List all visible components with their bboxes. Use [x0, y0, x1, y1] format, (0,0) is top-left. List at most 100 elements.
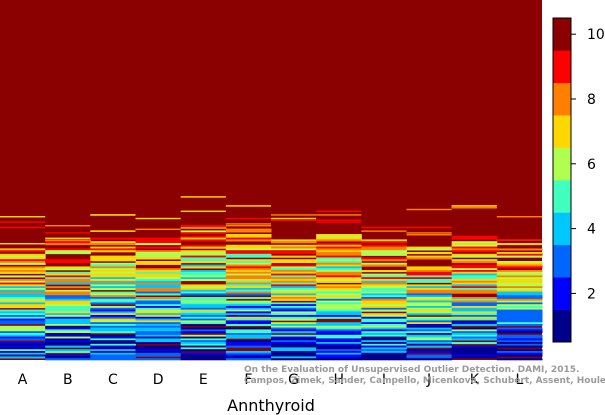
heatmap-cell-C — [90, 300, 136, 303]
heatmap-cell-E — [180, 331, 227, 334]
heatmap-cell-D — [135, 279, 182, 282]
heatmap-cell-H — [316, 257, 362, 260]
heatmap-cell-E — [180, 347, 227, 350]
heatmap-cell-E — [180, 302, 227, 305]
heatmap-cell-J — [406, 248, 453, 251]
heatmap-cell-J — [406, 322, 453, 325]
heatmap-cell-G — [271, 255, 317, 258]
heatmap-cell-I — [361, 342, 407, 345]
heatmap-cell-J — [406, 343, 453, 346]
heatmap-cell-B — [45, 291, 91, 294]
heatmap-cell-B — [45, 261, 91, 264]
heatmap-cell-G — [271, 349, 317, 352]
heatmap-cell-H — [316, 345, 362, 348]
heatmap-cell-F — [225, 280, 272, 283]
heatmap-cell-B — [45, 320, 91, 323]
heatmap-cell-B — [45, 282, 91, 285]
heatmap-cell-D — [135, 358, 182, 361]
heatmap-cell-B — [45, 333, 91, 336]
heatmap-cell-H — [316, 284, 362, 287]
heatmap-cell-C — [90, 259, 136, 262]
colorbar-tick-label: 4 — [587, 222, 596, 238]
heatmap-cell-L — [496, 349, 543, 352]
heatmap-cell-A — [0, 352, 46, 355]
heatmap-cell-G — [271, 259, 317, 262]
heatmap-cell-C — [90, 279, 136, 282]
heatmap-cell-H — [316, 298, 362, 301]
heatmap-cell-B — [45, 237, 91, 240]
heatmap-cell-L — [496, 340, 543, 343]
heatmap-cell-K — [451, 354, 498, 357]
heatmap-cell-K — [451, 306, 498, 309]
heatmap-cell-L — [496, 243, 543, 246]
heatmap-cell-K — [451, 275, 498, 278]
heatmap-cell-C — [90, 306, 136, 309]
heatmap-cell-F — [225, 316, 272, 319]
heatmap-cell-H — [316, 234, 362, 237]
heatmap-cell-H — [316, 271, 362, 274]
heatmap-cell-B — [45, 327, 91, 330]
heatmap-cell-A — [0, 329, 46, 332]
heatmap-cell-F — [225, 273, 272, 276]
heatmap-cell-E — [180, 279, 227, 282]
heatmap-cell-K — [451, 352, 498, 355]
heatmap-cell-I — [361, 253, 407, 256]
heatmap-cell-H — [316, 291, 362, 294]
heatmap-cell-I — [361, 302, 407, 305]
heatmap-cell-I — [361, 270, 407, 273]
heatmap-cell-J — [406, 270, 453, 273]
heatmap-cell-B — [45, 279, 91, 282]
heatmap-cell-D — [135, 252, 182, 255]
heatmap-cell-D — [135, 324, 182, 327]
heatmap-cell-K — [451, 331, 498, 334]
heatmap-cell-G — [271, 307, 317, 310]
heatmap-cell-I — [361, 280, 407, 283]
heatmap-cell-G — [271, 354, 317, 357]
heatmap-cell-J — [406, 286, 453, 289]
heatmap-cell-B — [45, 271, 91, 274]
heatmap-cell-B — [45, 331, 91, 334]
x-tick-label: L — [515, 372, 523, 388]
heatmap-cell-K — [451, 342, 498, 345]
heatmap-cell-H — [316, 275, 362, 278]
heatmap-cell-E — [180, 286, 227, 289]
heatmap-cell-K — [451, 261, 498, 264]
heatmap-cell-J — [406, 333, 453, 336]
heatmap-cell-D — [135, 311, 182, 314]
heatmap-cell-H — [316, 358, 362, 361]
heatmap-cell-B — [45, 309, 91, 312]
heatmap-cell-G — [271, 297, 317, 300]
heatmap-cell-B — [45, 311, 91, 314]
colorbar-band — [553, 18, 571, 51]
heatmap-cell-K — [451, 250, 498, 253]
heatmap-cell-D — [135, 257, 182, 260]
heatmap-cell-K — [451, 259, 498, 262]
heatmap-cell-K — [451, 313, 498, 316]
heatmap-cell-E — [180, 277, 227, 280]
heatmap-cell-E — [180, 230, 227, 233]
heatmap-cell-F — [225, 300, 272, 303]
heatmap-cell-F — [225, 244, 272, 247]
heatmap-cell-K — [451, 297, 498, 300]
heatmap-cell-H — [316, 329, 362, 332]
heatmap-cell-A — [0, 338, 46, 341]
heatmap-cell-F — [225, 322, 272, 325]
colorbar-bands — [553, 18, 571, 343]
heatmap-cell-D — [135, 300, 182, 303]
colorbar-tick-label: 10 — [587, 27, 605, 43]
heatmap-cell-J — [406, 252, 453, 255]
heatmap-cell-L — [496, 304, 543, 307]
heatmap-cell-J — [406, 356, 453, 359]
heatmap-cell-I — [361, 264, 407, 267]
heatmap-cell-G — [271, 219, 317, 222]
heatmap-cell-F — [225, 329, 272, 332]
heatmap-cell-A — [0, 259, 46, 262]
heatmap-cell-L — [496, 282, 543, 285]
x-tick-label: K — [470, 372, 480, 388]
heatmap-cell-K — [451, 268, 498, 271]
heatmap-cell-D — [135, 313, 182, 316]
heatmap-cell-B — [45, 298, 91, 301]
heatmap-cell-D — [135, 289, 182, 292]
heatmap-cell-L — [496, 309, 543, 312]
heatmap-cell-A — [0, 243, 46, 245]
